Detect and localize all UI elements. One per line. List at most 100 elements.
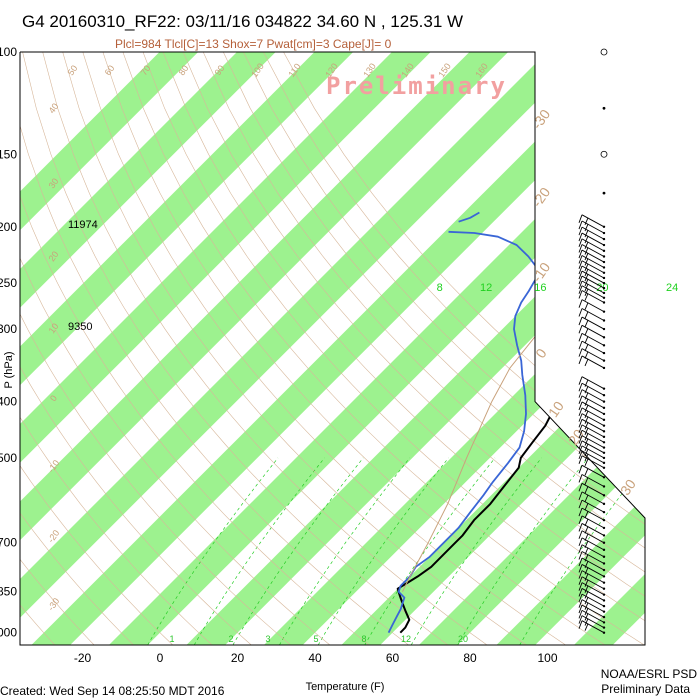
wind-barb (578, 523, 606, 537)
y-tick-label: 200 (0, 220, 17, 234)
wind-barb (578, 255, 606, 269)
isotherm-band (20, 52, 276, 645)
dry-adiabat (62, 52, 527, 645)
wind-barb (578, 270, 606, 285)
wind-barb (578, 499, 606, 514)
mixing-ratio-label: 24 (666, 282, 678, 294)
dry-adiabat (20, 52, 252, 645)
y-tick-label: 850 (0, 585, 17, 599)
dry-adiabat (20, 52, 370, 645)
mixing-ratio-surface-label: 20 (458, 634, 468, 644)
wind-barb (578, 355, 606, 370)
wind-barb (578, 455, 606, 469)
wind-barb (578, 407, 606, 422)
wind-barb (578, 285, 606, 299)
wind-marker-dot (602, 106, 606, 110)
dry-adiabat (283, 52, 645, 645)
plot-frame (19, 51, 646, 646)
wind-barb (578, 220, 606, 235)
wind-barb (578, 582, 606, 596)
wind-barb (578, 389, 606, 403)
isotherm-band (651, 52, 700, 645)
mixing-ratio-surface-label: 12 (401, 634, 411, 644)
dry-adiabats (20, 52, 645, 645)
wind-barb (578, 413, 606, 427)
mixing-ratio-label: 8 (437, 282, 443, 294)
x-axis-label: Temperature (F) (306, 681, 385, 693)
wind-barb (578, 238, 606, 253)
wind-barb (578, 260, 606, 274)
x-tick-label: 100 (537, 651, 557, 665)
mixing-ratio-line (193, 457, 325, 645)
wind-barb (578, 507, 606, 522)
x-tick-label: 40 (308, 651, 322, 665)
wind-barb (578, 382, 606, 397)
isotherm-band (20, 52, 431, 645)
wind-barb (578, 464, 606, 479)
wind-barb (578, 324, 606, 339)
wind-barb (578, 308, 606, 322)
dry-adiabat (162, 52, 645, 645)
dry-adiabat (20, 52, 173, 645)
mixing-ratio-line (147, 457, 279, 645)
dry-adiabat (122, 52, 645, 645)
x-tick-label: 0 (157, 651, 164, 665)
wind-barb (578, 440, 606, 454)
wind-barb (578, 491, 606, 506)
isotherm-top-label: 90 (213, 63, 227, 77)
mixing-ratio-surface-label: 5 (313, 634, 318, 644)
wind-barb (578, 593, 606, 608)
preliminary-data-label: Preliminary Data (601, 682, 690, 696)
mixing-ratio-surface-label: 3 (265, 634, 270, 644)
wind-barb (578, 599, 606, 613)
x-tick-label: 80 (463, 651, 477, 665)
mixing-ratio-label: 16 (534, 282, 546, 294)
dry-adiabat (20, 52, 291, 645)
wind-barb (578, 332, 606, 347)
wind-barb (578, 401, 606, 416)
mixing-ratio-surface-label: 8 (361, 634, 366, 644)
wind-barb (578, 280, 606, 295)
y-tick-label: 150 (0, 147, 17, 161)
mixing-ratio-line (317, 457, 449, 645)
isotherm-right-label: -20 (529, 184, 554, 210)
y-tick-label: 700 (0, 536, 17, 550)
wind-barb (578, 424, 606, 439)
dry-adiabat (202, 52, 645, 645)
y-tick-label: 300 (0, 322, 17, 336)
isotherm-left-label: 10 (47, 321, 61, 335)
y-tick-label: 500 (0, 451, 17, 465)
height-label: 11974 (68, 219, 98, 231)
dry-adiabat (20, 52, 331, 645)
isotherm-top-label: 60 (103, 63, 117, 77)
wind-barb (578, 316, 606, 331)
y-tick-label: 250 (0, 276, 17, 290)
mixing-ratio-surface-label: 1 (169, 634, 174, 644)
mixing-ratio-label: 20 (596, 282, 608, 294)
wind-barb (578, 610, 606, 624)
preliminary-watermark: Preliminary (326, 72, 507, 100)
dry-adiabat (42, 52, 488, 645)
height-label: 9350 (68, 321, 92, 333)
dry-adiabat (22, 52, 448, 645)
isotherm-top-label: 80 (177, 63, 191, 77)
mixing-ratio-label: 12 (480, 282, 492, 294)
x-tick-label: 20 (231, 651, 245, 665)
y-tick-label: 400 (0, 395, 17, 409)
wind-barb (578, 557, 606, 572)
wind-barb (578, 576, 606, 590)
wind-barb (578, 418, 606, 433)
wind-barb (578, 249, 606, 264)
wind-barbs (578, 48, 608, 634)
wind-barb (578, 395, 606, 410)
wind-barb (578, 482, 606, 497)
org-label: NOAA/ESRL PSD (601, 667, 698, 681)
wind-barb (578, 275, 606, 290)
wind-barb (578, 445, 606, 460)
dry-adiabat (263, 52, 645, 645)
dry-adiabat (102, 52, 606, 645)
isotherm-left-label: 30 (47, 176, 61, 190)
created-timestamp: Created: Wed Sep 14 08:25:50 MDT 2016 (0, 684, 225, 698)
wind-barb (578, 515, 606, 530)
